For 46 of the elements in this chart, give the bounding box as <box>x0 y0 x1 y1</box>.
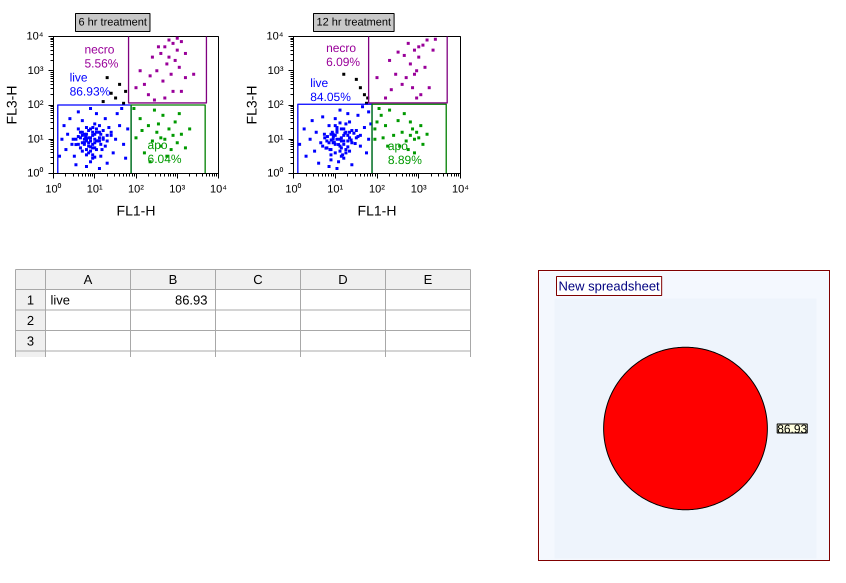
category-label: A <box>84 272 93 287</box>
y-tick-label: 10² <box>268 99 284 111</box>
chart-title: 12 hr treatment <box>316 16 392 28</box>
annotation: 8.89% <box>388 152 422 167</box>
x-tick-label: 10⁴ <box>210 184 228 196</box>
y-tick-label: 10⁰ <box>267 166 284 180</box>
x-tick-label: 10¹ <box>327 184 344 196</box>
x-tick-label: 10² <box>128 184 144 196</box>
category-label: 1 <box>26 292 34 308</box>
y-tick-label: 10⁴ <box>26 30 44 42</box>
annotation: 84.05% <box>310 90 352 104</box>
annotation: 6.09% <box>326 55 360 70</box>
x-tick-label: 10³ <box>410 184 428 196</box>
category-label: D <box>338 272 348 287</box>
category-label: C <box>253 272 263 287</box>
y-tick-label: 10¹ <box>268 133 284 146</box>
x-tick-label: 10³ <box>169 184 186 196</box>
x-tick-label: 10⁰ <box>285 182 302 196</box>
chart-title: 6 hr treatment <box>78 16 147 28</box>
series-label: live <box>310 76 329 90</box>
series-label: live <box>70 70 88 85</box>
text: necro <box>326 41 356 56</box>
text: live <box>50 292 70 308</box>
category-label: B <box>168 272 178 287</box>
y-tick-label: 10³ <box>268 64 284 77</box>
y-tick-label: 10² <box>28 99 44 111</box>
annotation: 86.93% <box>70 84 111 99</box>
x-axis-title: FL1-H <box>358 202 396 218</box>
y-tick-label: 10⁰ <box>27 166 44 180</box>
y-axis-title: FL3-H <box>4 86 20 124</box>
y-axis-title: FL3-H <box>244 86 260 124</box>
text: necro <box>84 42 115 57</box>
category-label: 3 <box>26 333 34 348</box>
x-tick-label: 10² <box>369 184 386 196</box>
category-label: E <box>424 272 433 287</box>
y-tick-label: 10¹ <box>28 133 44 146</box>
category-label: 2 <box>26 312 34 328</box>
y-tick-label: 10³ <box>28 64 44 77</box>
y-tick-label: 10⁴ <box>266 30 284 42</box>
chart-title: New spreadsheet <box>558 278 660 294</box>
x-axis-title: FL1-H <box>116 202 156 218</box>
text: 86.93 <box>174 292 208 308</box>
x-tick-label: 10⁰ <box>45 182 62 196</box>
x-tick-label: 10¹ <box>86 184 104 196</box>
annotation: 5.56% <box>84 56 119 71</box>
x-tick-label: 10⁴ <box>452 184 470 196</box>
